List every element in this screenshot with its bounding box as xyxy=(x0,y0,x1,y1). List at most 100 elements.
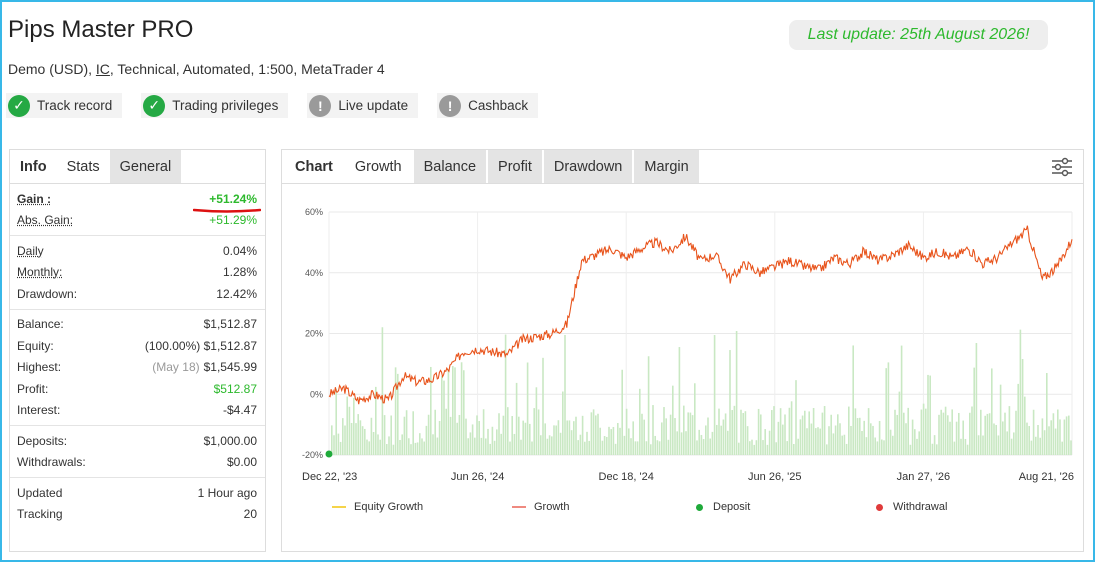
volume-bar xyxy=(984,415,986,455)
tab-info[interactable]: Info xyxy=(10,150,57,183)
volume-bar xyxy=(551,436,553,455)
tab-chart[interactable]: Chart xyxy=(295,158,333,175)
withdrawals-value: $0.00 xyxy=(226,455,257,470)
volume-bar xyxy=(579,434,582,455)
volume-bar xyxy=(350,422,353,455)
deposit-marker xyxy=(325,450,333,458)
volume-bar xyxy=(1008,406,1011,455)
volume-bar xyxy=(942,412,945,455)
tab-stats[interactable]: Stats xyxy=(56,150,110,183)
volume-bar xyxy=(348,406,351,455)
badge-cashback[interactable]: ! Cashback xyxy=(437,93,539,118)
volume-bar xyxy=(834,425,837,455)
volume-bar xyxy=(430,366,432,455)
rate-group: Daily 0.04% Monthly: 1.28% Drawdown: 12.… xyxy=(10,236,265,310)
volume-bar xyxy=(632,421,634,455)
volume-bar xyxy=(867,408,870,455)
legend-deposit[interactable]: Deposit xyxy=(696,501,750,513)
volume-bar xyxy=(797,438,799,455)
volume-bar xyxy=(718,408,720,455)
volume-bar xyxy=(364,428,366,455)
equity-value: $1,512.87 xyxy=(203,338,257,353)
volume-bar xyxy=(790,401,793,455)
volume-bar xyxy=(397,373,399,455)
volume-bar xyxy=(412,411,414,455)
broker-link[interactable]: IC xyxy=(95,61,110,77)
badge-live-update[interactable]: ! Live update xyxy=(307,93,419,118)
badge-track-record[interactable]: ✓ Track record xyxy=(6,93,123,118)
equity-label: Equity: xyxy=(17,338,54,353)
abs-gain-value: +51.29% xyxy=(209,213,257,228)
legend-label: Withdrawal xyxy=(893,501,948,513)
volume-bar xyxy=(1035,436,1037,455)
tracking-group: Updated 1 Hour ago Tracking 20 xyxy=(10,478,265,529)
gain-label[interactable]: Gain : xyxy=(17,191,52,206)
y-tick-label: -20% xyxy=(302,450,323,460)
volume-bar xyxy=(408,438,410,455)
last-update-badge: Last update: 25th August 2026! xyxy=(789,20,1048,50)
volume-bar xyxy=(731,410,733,455)
volume-bar xyxy=(885,368,887,455)
tab-balance[interactable]: Balance xyxy=(413,150,487,183)
withdrawals-label: Withdrawals: xyxy=(17,455,86,470)
volume-bar xyxy=(760,414,762,455)
daily-label[interactable]: Daily xyxy=(17,243,44,258)
abs-gain-label[interactable]: Abs. Gain: xyxy=(17,213,74,228)
badge-label: Cashback xyxy=(468,98,529,113)
volume-bar xyxy=(575,416,577,455)
tracking-label: Tracking xyxy=(17,507,63,522)
volume-bar xyxy=(863,420,865,455)
chart-grid xyxy=(328,211,1073,456)
legend-growth[interactable]: Growth xyxy=(512,501,569,513)
volume-bar xyxy=(425,425,428,455)
volume-bar xyxy=(896,414,898,455)
volume-bar xyxy=(828,426,830,455)
x-tick-label: Aug 21, '26 xyxy=(1019,471,1074,483)
volume-bar xyxy=(485,438,487,455)
volume-bar xyxy=(806,428,808,455)
volume-bar xyxy=(784,414,786,455)
volume-bar xyxy=(443,380,445,455)
exclamation-circle-icon: ! xyxy=(309,94,332,117)
tab-general[interactable]: General xyxy=(109,150,182,183)
balance-group: Balance: $1,512.87 Equity: (100.00%) $1,… xyxy=(10,310,265,426)
volume-bar xyxy=(540,435,542,455)
volume-bar xyxy=(410,444,412,455)
volume-bar xyxy=(894,409,896,455)
volume-bar xyxy=(621,369,623,455)
volume-bar xyxy=(1026,422,1028,455)
volume-bar xyxy=(511,416,513,455)
badge-trading-privileges[interactable]: ✓ Trading privileges xyxy=(141,93,289,118)
volume-bar xyxy=(623,435,626,455)
verification-badges: ✓ Track record ✓ Trading privileges ! Li… xyxy=(6,93,557,118)
volume-bar xyxy=(995,424,997,455)
tab-profit[interactable]: Profit xyxy=(488,150,542,183)
volume-bar xyxy=(839,423,841,455)
volume-bar xyxy=(997,435,1000,455)
volume-bar xyxy=(672,385,674,455)
sliders-icon[interactable] xyxy=(1051,157,1073,177)
volume-bar xyxy=(958,412,960,455)
volume-bar xyxy=(643,419,645,455)
volume-bar xyxy=(1057,409,1059,455)
legend-equity-growth[interactable]: Equity Growth xyxy=(332,501,423,513)
volume-bar xyxy=(1065,416,1068,455)
volume-bar xyxy=(909,444,912,455)
legend-withdrawal[interactable]: Withdrawal xyxy=(876,501,947,513)
volume-bar xyxy=(845,443,848,455)
monthly-value: 1.28% xyxy=(222,265,257,280)
tab-growth[interactable]: Growth xyxy=(354,158,402,175)
monthly-label[interactable]: Monthly: xyxy=(17,265,63,280)
chart-legend: Equity Growth Growth Deposit Withdrawal xyxy=(282,501,1085,521)
tab-margin[interactable]: Margin xyxy=(634,150,699,183)
volume-bar xyxy=(665,418,667,455)
volume-bar xyxy=(823,406,826,455)
volume-bar xyxy=(526,362,529,455)
volume-bar xyxy=(920,409,923,455)
tab-drawdown[interactable]: Drawdown xyxy=(543,150,633,183)
stat-gain: Gain : +51.24% xyxy=(17,188,257,210)
chart-tabs: Chart Growth Balance Profit Drawdown Mar… xyxy=(282,150,1083,184)
volume-bar xyxy=(546,438,549,455)
volume-bar xyxy=(564,334,566,455)
